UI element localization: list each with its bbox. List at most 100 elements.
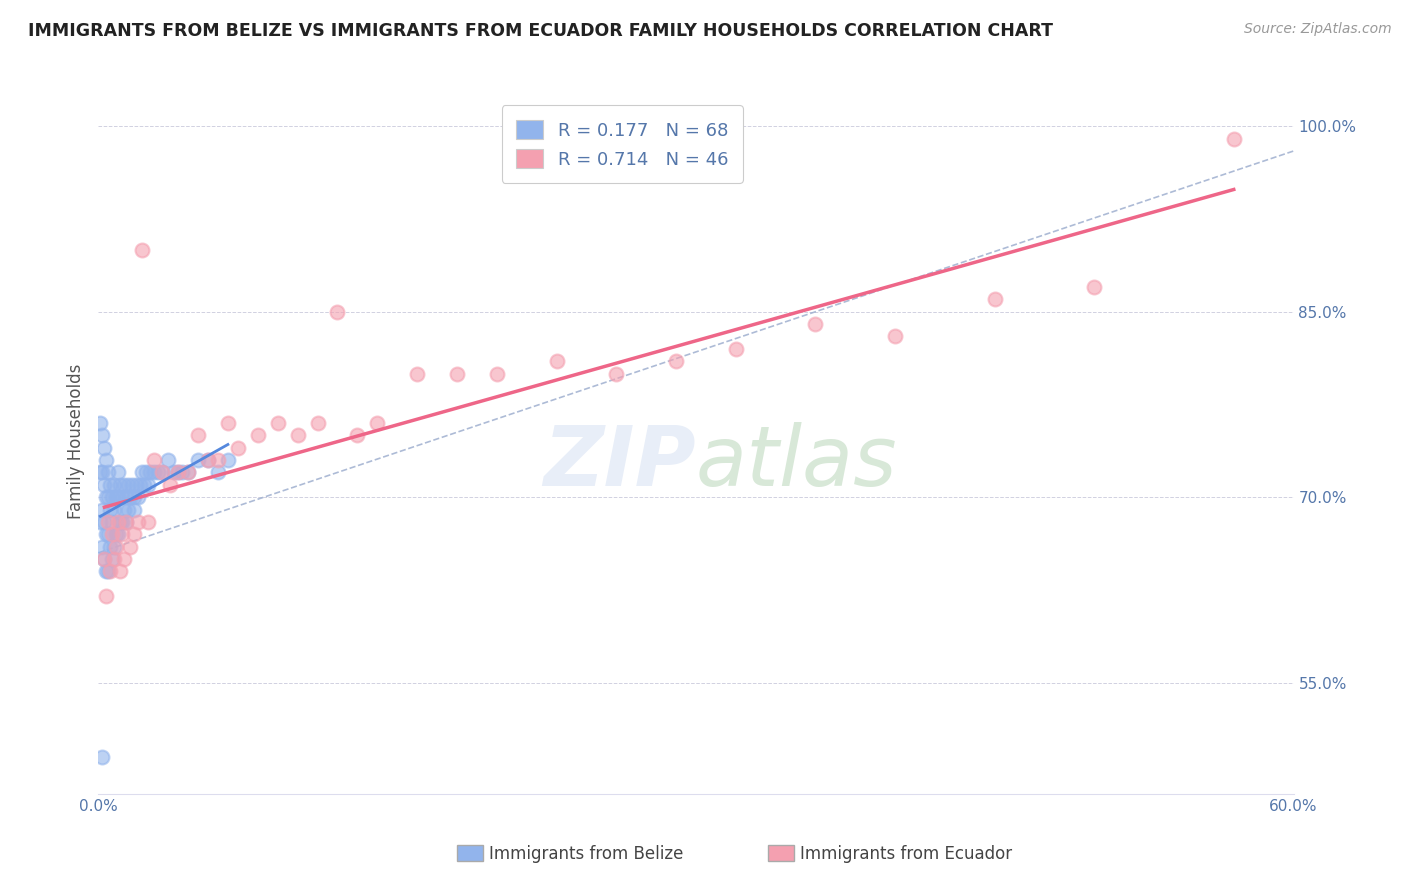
Point (91, 428, 114, 442)
Point (98, 502, 122, 516)
Point (1083, 280, 1105, 294)
Point (117, 502, 139, 516)
Point (984, 293, 1007, 307)
Point (101, 552, 124, 566)
Point (150, 466, 173, 480)
Point (187, 428, 209, 442)
Point (127, 490, 149, 504)
Point (172, 466, 194, 480)
Point (127, 515, 149, 529)
Point (103, 552, 125, 566)
Point (112, 552, 135, 566)
Point (105, 490, 128, 504)
Point (103, 478, 125, 492)
Point (111, 490, 134, 504)
Point (884, 329, 907, 343)
Point (96, 453, 118, 467)
Point (120, 490, 142, 504)
Point (111, 515, 134, 529)
Point (107, 515, 129, 529)
Point (111, 527, 134, 541)
Point (125, 478, 148, 492)
Point (485, 367, 508, 381)
Point (163, 466, 186, 480)
Point (150, 466, 173, 480)
Point (177, 466, 200, 480)
Point (207, 466, 229, 480)
Point (93, 515, 115, 529)
Point (101, 515, 124, 529)
Point (115, 490, 138, 504)
Point (89, 416, 111, 430)
Point (91, 466, 114, 480)
Point (157, 453, 180, 467)
Point (115, 515, 138, 529)
Point (136, 478, 159, 492)
Point (110, 565, 132, 579)
Point (406, 367, 429, 381)
Point (115, 515, 138, 529)
Point (91, 540, 114, 554)
Point (226, 441, 249, 455)
Point (97, 515, 120, 529)
Point (124, 502, 146, 516)
Point (96, 589, 118, 603)
Point (246, 428, 269, 442)
Point (177, 466, 200, 480)
Point (91, 502, 114, 516)
Point (217, 453, 239, 467)
Point (187, 453, 209, 467)
Point (93, 441, 115, 455)
Point (121, 478, 143, 492)
Point (131, 243, 153, 257)
Point (98, 478, 122, 492)
Point (167, 466, 190, 480)
Point (98, 565, 122, 579)
Point (326, 304, 349, 318)
Point (143, 466, 166, 480)
Point (96, 565, 118, 579)
Point (217, 416, 239, 430)
Point (93, 478, 115, 492)
Point (724, 342, 747, 356)
Y-axis label: Family Households: Family Households (66, 364, 84, 519)
Point (117, 478, 139, 492)
Point (89, 515, 111, 529)
Point (96, 527, 118, 541)
Point (107, 527, 129, 541)
Point (124, 527, 146, 541)
Point (131, 466, 153, 480)
Text: atlas: atlas (696, 422, 897, 503)
Point (136, 515, 159, 529)
Point (665, 354, 688, 368)
Point (167, 466, 190, 480)
Point (101, 527, 124, 541)
Point (112, 502, 135, 516)
Point (91, 749, 114, 764)
Point (98, 540, 122, 554)
Point (207, 453, 229, 467)
Point (366, 416, 388, 430)
Point (287, 428, 309, 442)
Point (143, 453, 166, 467)
Point (139, 466, 162, 480)
Point (159, 478, 181, 492)
Text: Source: ZipAtlas.com: Source: ZipAtlas.com (1244, 22, 1392, 37)
Legend: R = 0.177   N = 68, R = 0.714   N = 46: R = 0.177 N = 68, R = 0.714 N = 46 (502, 105, 742, 183)
Point (97, 466, 120, 480)
Point (804, 317, 827, 331)
Point (96, 490, 118, 504)
Text: ZIP: ZIP (543, 422, 696, 503)
Point (120, 540, 142, 554)
Point (97, 490, 120, 504)
Point (1223, 131, 1246, 145)
FancyBboxPatch shape (457, 846, 484, 861)
Point (105, 540, 128, 554)
Point (124, 490, 146, 504)
Point (446, 367, 468, 381)
Point (107, 490, 129, 504)
Point (197, 453, 219, 467)
Point (103, 540, 125, 554)
Point (97, 565, 120, 579)
Point (197, 453, 219, 467)
